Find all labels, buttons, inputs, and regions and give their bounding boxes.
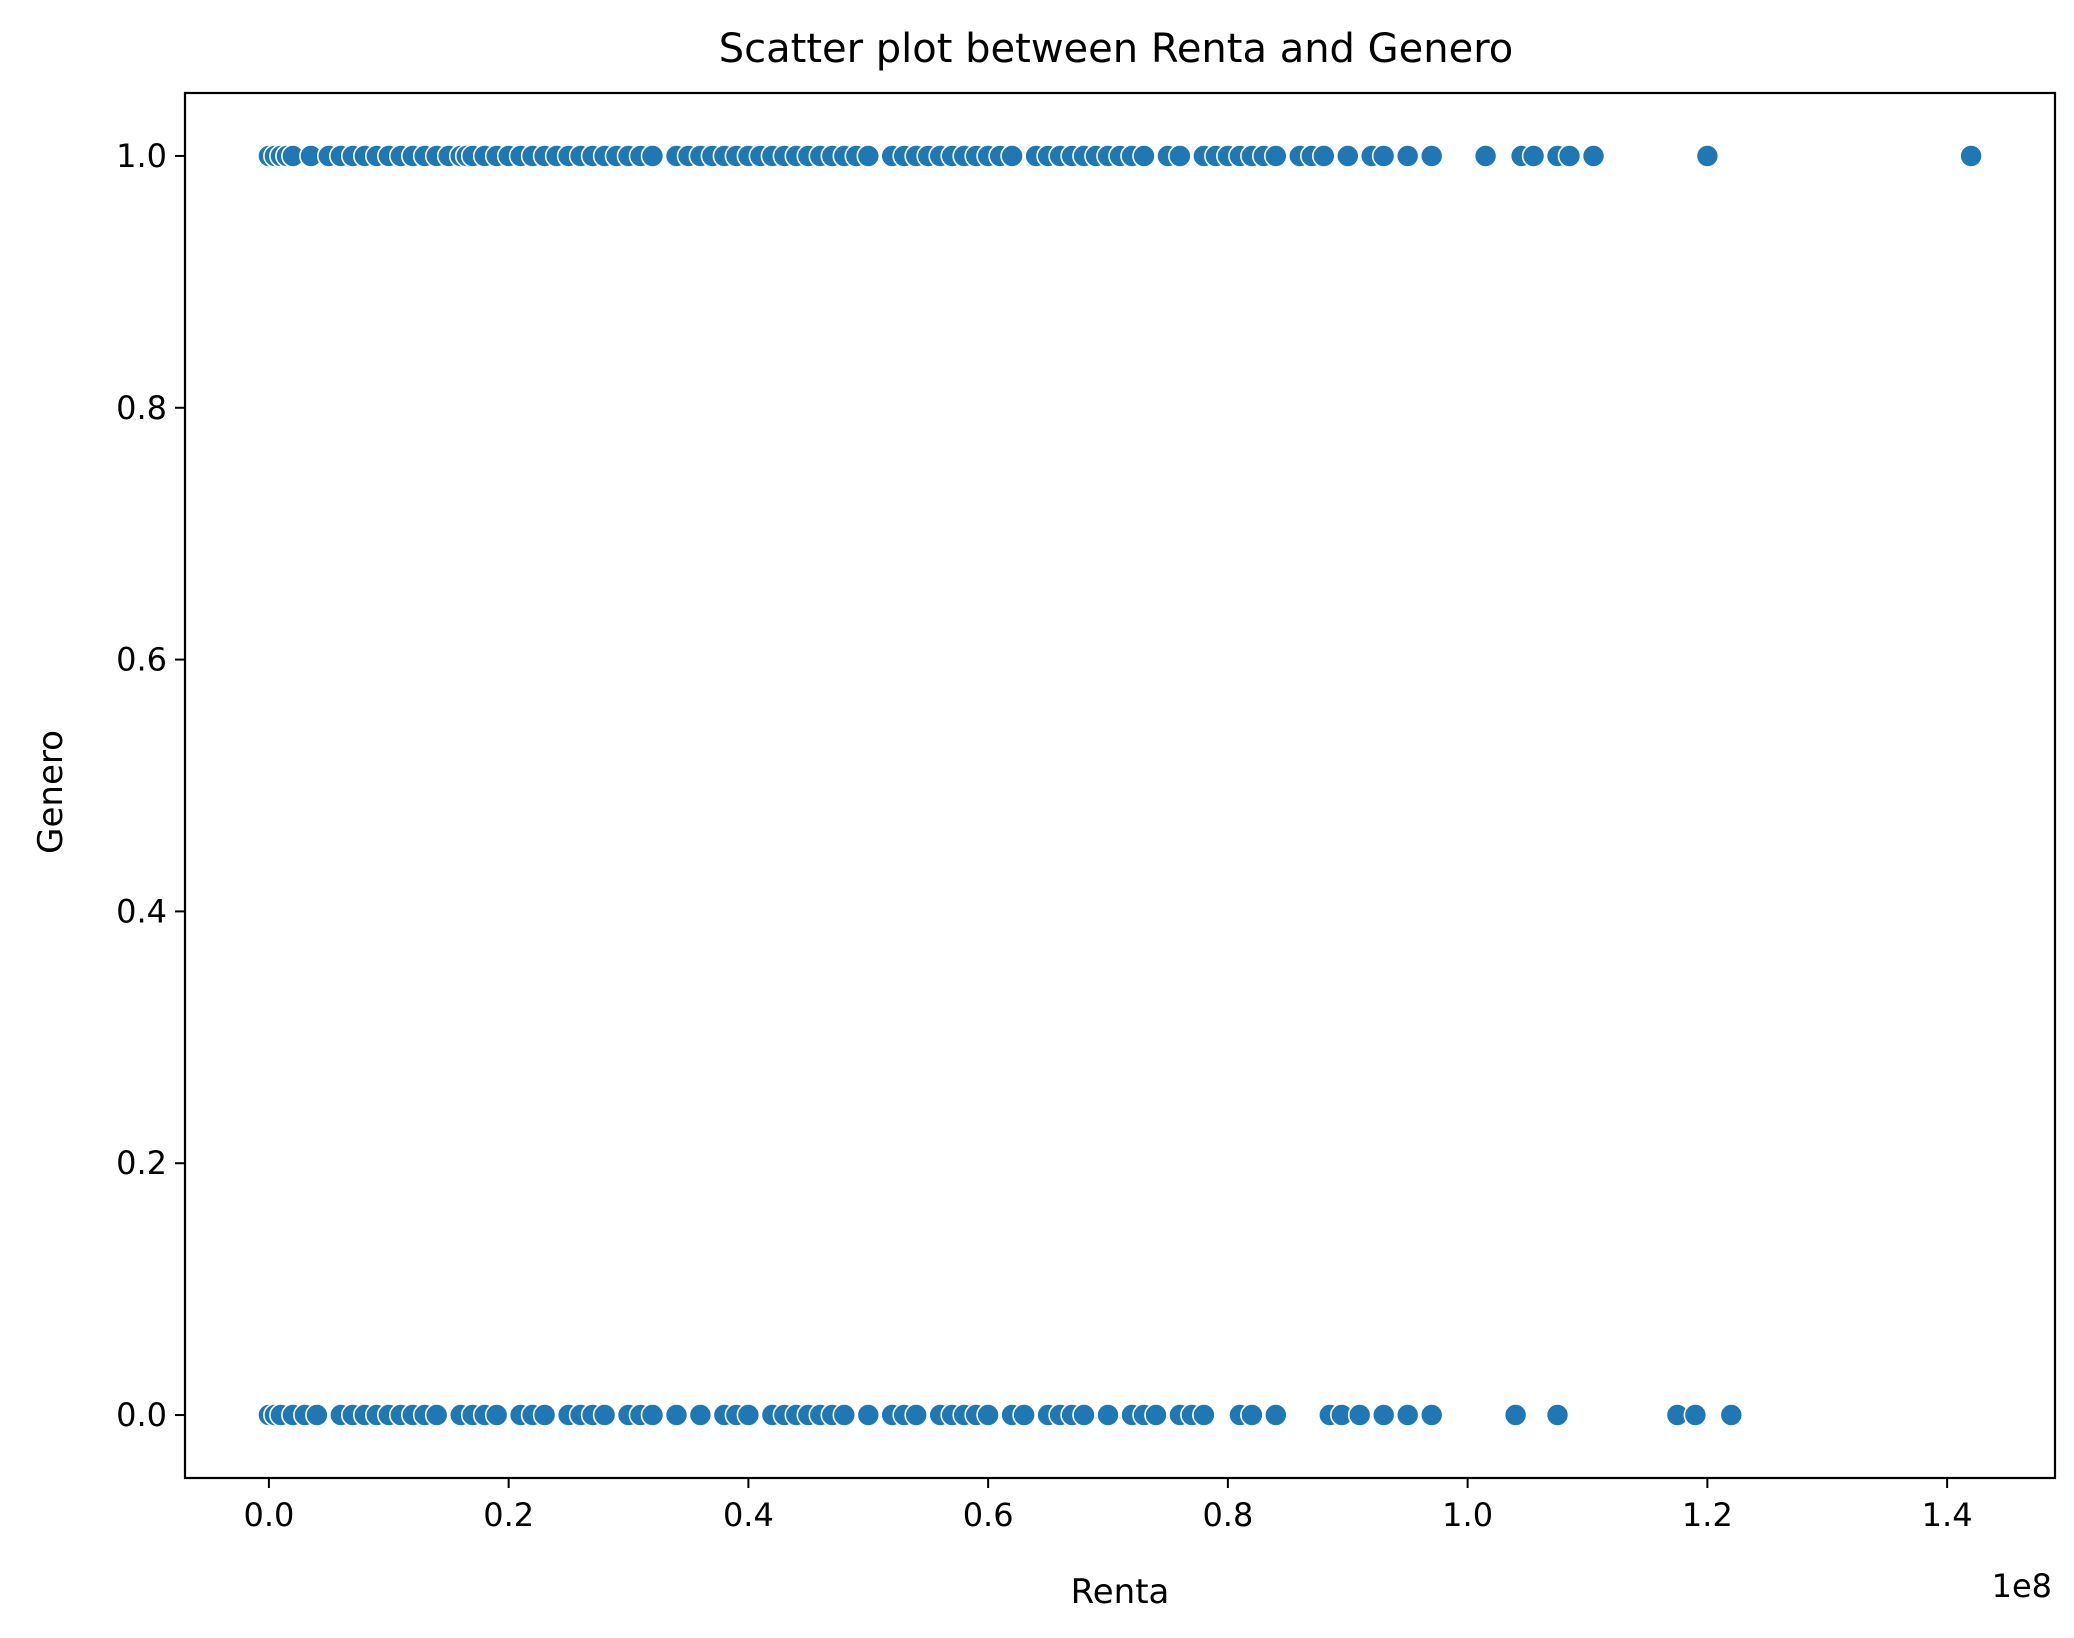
scatter-point: [976, 1403, 1000, 1427]
scatter-point: [424, 1403, 449, 1427]
scatter-point: [1695, 144, 1720, 168]
scatter-point: [736, 1403, 761, 1427]
scatter-point: [1347, 1403, 1372, 1427]
scatter-point: [640, 1403, 665, 1427]
scatter-point: [1719, 1403, 1744, 1427]
y-axis-label: Genero: [31, 730, 71, 854]
scatter-point: [1503, 1403, 1528, 1427]
x-tick-label: 1.4: [1922, 1496, 1973, 1534]
y-tick-label: 0.2: [116, 1144, 167, 1182]
y-tick-label: 0.8: [116, 389, 167, 427]
scatter-point: [484, 1403, 509, 1427]
scatter-point: [1264, 1403, 1288, 1427]
scatter-point: [1581, 144, 1606, 168]
scatter-point: [592, 1403, 617, 1427]
scatter-point: [1521, 144, 1546, 168]
y-tick-label: 0.4: [116, 892, 167, 930]
scatter-point: [1000, 144, 1024, 168]
scatter-point: [640, 144, 665, 168]
x-tick-label: 1.0: [1442, 1496, 1493, 1534]
scatter-point: [1264, 144, 1288, 168]
scatter-point: [1557, 144, 1582, 168]
scatter-point: [1473, 144, 1498, 168]
scatter-point: [688, 1403, 713, 1427]
x-axis-ticks: 0.0 0.2 0.4 0.6 0.8 1.0 1.2 1.4: [243, 1478, 1973, 1534]
scatter-point: [832, 1403, 857, 1427]
y-tick-label: 1.0: [116, 137, 167, 175]
chart-title: Scatter plot between Renta and Genero: [719, 26, 1514, 72]
x-tick-label: 1.2: [1682, 1496, 1733, 1534]
scatter-point: [1419, 1403, 1444, 1427]
y-tick-label: 0.6: [116, 641, 167, 679]
scatter-point: [856, 144, 881, 168]
scatter-point: [1959, 144, 1983, 168]
x-tick-label: 0.0: [243, 1496, 294, 1534]
plot-area: [257, 144, 1983, 1427]
scatter-point: [1395, 144, 1420, 168]
scatter-point: [1096, 1403, 1120, 1427]
scatter-point: [1144, 1403, 1168, 1427]
scatter-point: [1168, 144, 1192, 168]
scatter-point: [532, 1403, 557, 1427]
scatter-point: [1192, 1403, 1216, 1427]
scatter-point: [1012, 1403, 1036, 1427]
scatter-point: [1132, 144, 1156, 168]
scatter-point: [1312, 144, 1336, 168]
scatter-point: [856, 1403, 881, 1427]
scatter-point: [1395, 1403, 1420, 1427]
axes-frame: [183, 91, 2057, 1480]
x-tick-label: 0.2: [483, 1496, 534, 1534]
scatter-point: [1371, 1403, 1396, 1427]
scatter-point: [904, 1403, 929, 1427]
x-tick-label: 0.6: [963, 1496, 1014, 1534]
y-axis-ticks: 0.0 0.2 0.4 0.6 0.8 1.0: [116, 137, 185, 1434]
x-axis-offset-label: 1e8: [1992, 1567, 2052, 1605]
x-tick-label: 0.4: [723, 1496, 774, 1534]
x-tick-label: 0.8: [1202, 1496, 1253, 1534]
scatter-point: [1240, 1403, 1264, 1427]
y-tick-label: 0.0: [116, 1396, 167, 1434]
scatter-point: [305, 1403, 329, 1427]
scatter-point: [1371, 144, 1396, 168]
scatter-point: [1683, 1403, 1708, 1427]
scatter-point: [1419, 144, 1444, 168]
scatter-point: [1336, 144, 1360, 168]
scatter-point: [1072, 1403, 1096, 1427]
x-axis-label: Renta: [1071, 1572, 1170, 1612]
scatter-point: [664, 1403, 689, 1427]
scatter-point: [1545, 1403, 1570, 1427]
